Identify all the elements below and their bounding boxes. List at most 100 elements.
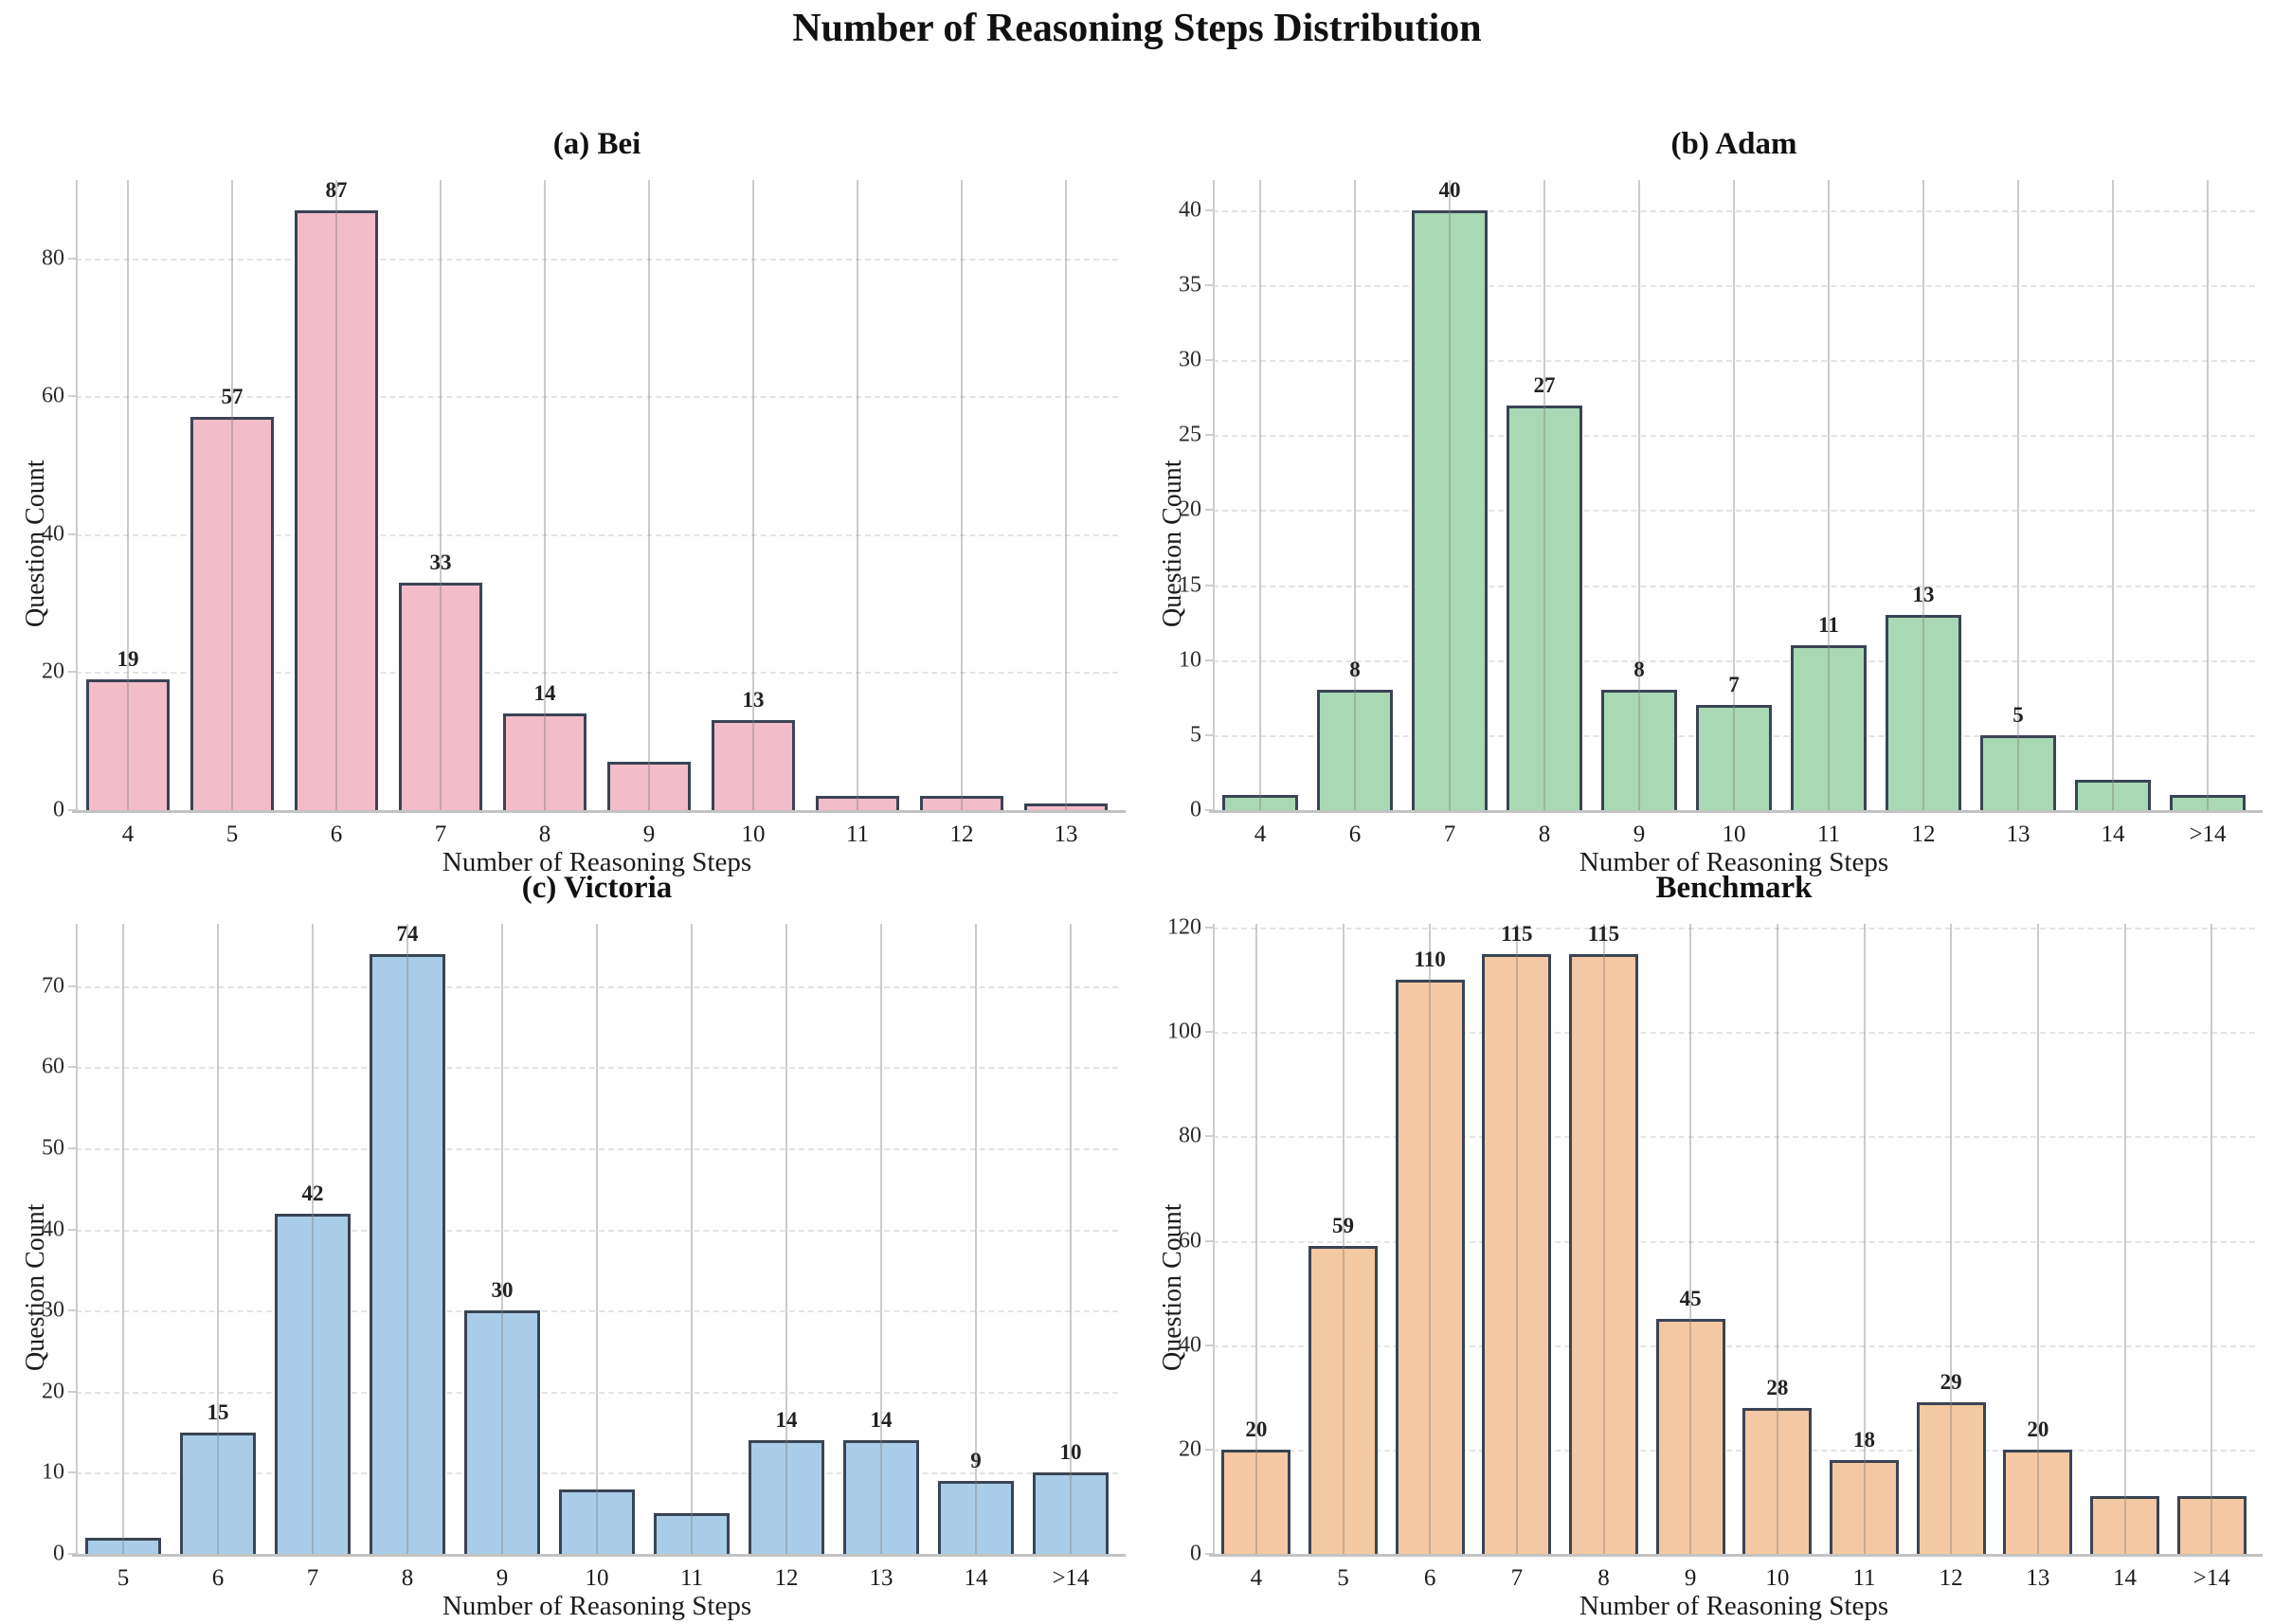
gridline-horizontal (1213, 928, 2255, 930)
x-tick-label: 12 (774, 1565, 799, 1591)
bar (1024, 803, 1108, 810)
y-tick-mark (68, 1309, 76, 1312)
x-tick-label: >14 (2193, 1565, 2230, 1591)
bar-value-label: 10 (1059, 1440, 1082, 1465)
bar (1601, 690, 1677, 810)
gridline-vertical (2017, 180, 2019, 810)
gridline-horizontal (1213, 1032, 2255, 1035)
gridline-vertical (1515, 924, 1518, 1554)
y-tick-label: 20 (42, 659, 64, 684)
y-tick-label: 35 (1179, 272, 1201, 298)
bar-value-label: 5 (2012, 702, 2024, 727)
gridline-vertical (1342, 924, 1345, 1554)
x-tick-label: 6 (1423, 1565, 1436, 1591)
x-tick-label: 8 (1538, 821, 1551, 847)
y-tick-label: 120 (1167, 914, 1201, 940)
y-tick-mark (68, 532, 76, 535)
gridline-vertical (127, 180, 129, 810)
bar-value-label: 30 (491, 1278, 514, 1303)
bar (503, 713, 587, 810)
x-tick-label: 13 (869, 1565, 893, 1591)
gridline-horizontal (1213, 585, 2255, 587)
y-tick-mark (1205, 733, 1213, 736)
bar (2176, 1496, 2247, 1554)
x-tick-label: 5 (117, 1565, 130, 1591)
bar (1829, 1459, 1900, 1554)
gridline-vertical (1065, 180, 1067, 810)
gridline-vertical (2036, 924, 2039, 1554)
bar (1482, 953, 1552, 1554)
gridline-vertical (217, 924, 219, 1554)
bar-value-label: 18 (1853, 1427, 1875, 1452)
bar (1916, 1402, 1986, 1554)
x-tick-label: 12 (1911, 821, 1936, 847)
gridline-vertical (406, 924, 408, 1554)
y-tick-label: 30 (1179, 347, 1201, 372)
bar (295, 209, 378, 810)
y-tick-mark (68, 395, 76, 398)
bar (1221, 1449, 1291, 1554)
y-tick-label: 25 (1179, 422, 1201, 447)
gridline-horizontal (1213, 1136, 2255, 1139)
gridline-vertical (544, 180, 546, 810)
gridline-vertical (1828, 180, 1830, 810)
gridline-horizontal (76, 1148, 1118, 1151)
bar-value-label: 29 (1940, 1370, 1962, 1395)
bar (2089, 1496, 2160, 1554)
figure-title: Number of Reasoning Steps Distribution (792, 7, 1482, 50)
y-tick-mark (1205, 1031, 1213, 1034)
y-tick-mark (1205, 434, 1213, 437)
bar-value-label: 115 (1501, 921, 1533, 946)
gridline-horizontal (1213, 209, 2255, 212)
gridline-horizontal (76, 1310, 1118, 1313)
y-tick-mark (68, 1066, 76, 1069)
bar-value-label: 9 (970, 1448, 982, 1472)
bar (1980, 734, 2056, 810)
bar (749, 1440, 824, 1554)
gridline-vertical (122, 924, 124, 1554)
gridline-horizontal (76, 396, 1118, 399)
x-tick-label: 11 (679, 1565, 704, 1591)
gridline-vertical (691, 924, 693, 1554)
gridline-vertical (1449, 180, 1451, 810)
y-tick-label: 10 (42, 1459, 64, 1485)
bar (816, 796, 899, 810)
bar (1412, 209, 1488, 810)
y-tick-label: 80 (42, 245, 64, 271)
y-tick-mark (1205, 1344, 1213, 1346)
x-tick-label: 13 (2026, 1565, 2050, 1591)
bar (2003, 1449, 2073, 1554)
gridline-vertical (961, 180, 963, 810)
gridline-horizontal (1213, 1240, 2255, 1243)
bar-value-label: 28 (1766, 1375, 1789, 1399)
y-tick-label: 40 (1179, 197, 1201, 223)
x-tick-label: 9 (642, 821, 656, 847)
axis-spine-left (76, 924, 78, 1554)
gridline-horizontal (1213, 284, 2255, 287)
bar-value-label: 7 (1728, 673, 1740, 697)
gridline-vertical (1689, 924, 1692, 1554)
bar (920, 796, 1003, 810)
x-tick-label: 6 (330, 821, 343, 847)
x-tick-label: 9 (1633, 821, 1646, 847)
gridline-vertical (1259, 180, 1261, 810)
y-tick-mark (1205, 509, 1213, 512)
plot-area-adam: 0 5 10 15 20 25 30 35 40 4 8 6 40 7 27 8 8 9 7 10 11 11 13 12 5 1… (1179, 178, 2263, 847)
axis-spine-bottom (72, 1554, 1126, 1557)
y-tick-label: 10 (1179, 647, 1201, 673)
gridline-vertical (857, 180, 858, 810)
axis-spine-left (1213, 180, 1215, 810)
axis-spine-bottom (1209, 1554, 2263, 1557)
gridline-vertical (1354, 180, 1356, 810)
bar (370, 953, 445, 1554)
y-tick-label: 0 (1190, 1541, 1201, 1566)
gridline-vertical (231, 180, 233, 810)
gridline-horizontal (1213, 1449, 2255, 1452)
x-tick-label: 7 (1443, 821, 1456, 847)
x-tick-label: 8 (538, 821, 551, 847)
gridline-vertical (1254, 924, 1257, 1554)
bar-value-label: 8 (1633, 658, 1645, 682)
bar-value-label: 87 (325, 177, 348, 202)
bar-value-label: 27 (1533, 372, 1556, 397)
